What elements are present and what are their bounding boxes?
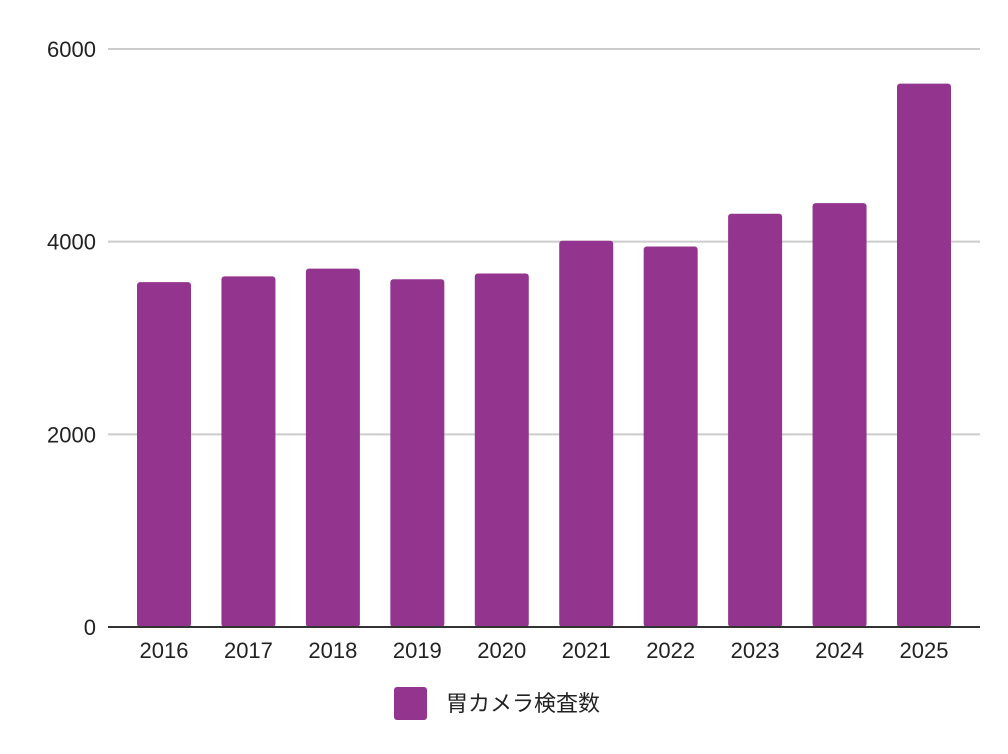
legend: 胃カメラ検査数 — [394, 687, 600, 720]
y-tick-label: 6000 — [47, 37, 96, 62]
bar-2022 — [643, 246, 698, 627]
x-tick-label: 2016 — [140, 638, 189, 663]
x-tick-label: 2022 — [646, 638, 695, 663]
y-tick-label: 2000 — [47, 422, 96, 447]
y-axis-ticks: 0 2000 4000 6000 — [47, 37, 96, 640]
x-tick-label: 2024 — [815, 638, 864, 663]
x-axis-ticks: 2016 2017 2018 2019 2020 2021 2022 2023 2024 2025 — [140, 638, 949, 663]
legend-label: 胃カメラ検査数 — [446, 692, 600, 717]
x-tick-label: 2018 — [308, 638, 357, 663]
x-tick-label: 2021 — [562, 638, 611, 663]
x-tick-label: 2017 — [224, 638, 273, 663]
x-tick-label: 2020 — [477, 638, 526, 663]
x-tick-label: 2019 — [393, 638, 442, 663]
x-tick-label: 2023 — [731, 638, 780, 663]
bar-2017 — [221, 276, 276, 627]
bar-2016 — [137, 282, 191, 627]
bar-2018 — [305, 268, 360, 627]
bar-2023 — [728, 213, 783, 628]
bar-2019 — [390, 279, 445, 627]
y-tick-label: 4000 — [47, 230, 96, 255]
y-tick-label: 0 — [84, 615, 96, 640]
bar-2025 — [897, 83, 951, 628]
x-tick-label: 2025 — [900, 638, 949, 663]
bar-series — [137, 83, 951, 628]
bar-2021 — [559, 240, 614, 627]
bar-2024 — [812, 203, 867, 627]
bar-2020 — [474, 273, 529, 627]
legend-swatch — [394, 687, 427, 720]
